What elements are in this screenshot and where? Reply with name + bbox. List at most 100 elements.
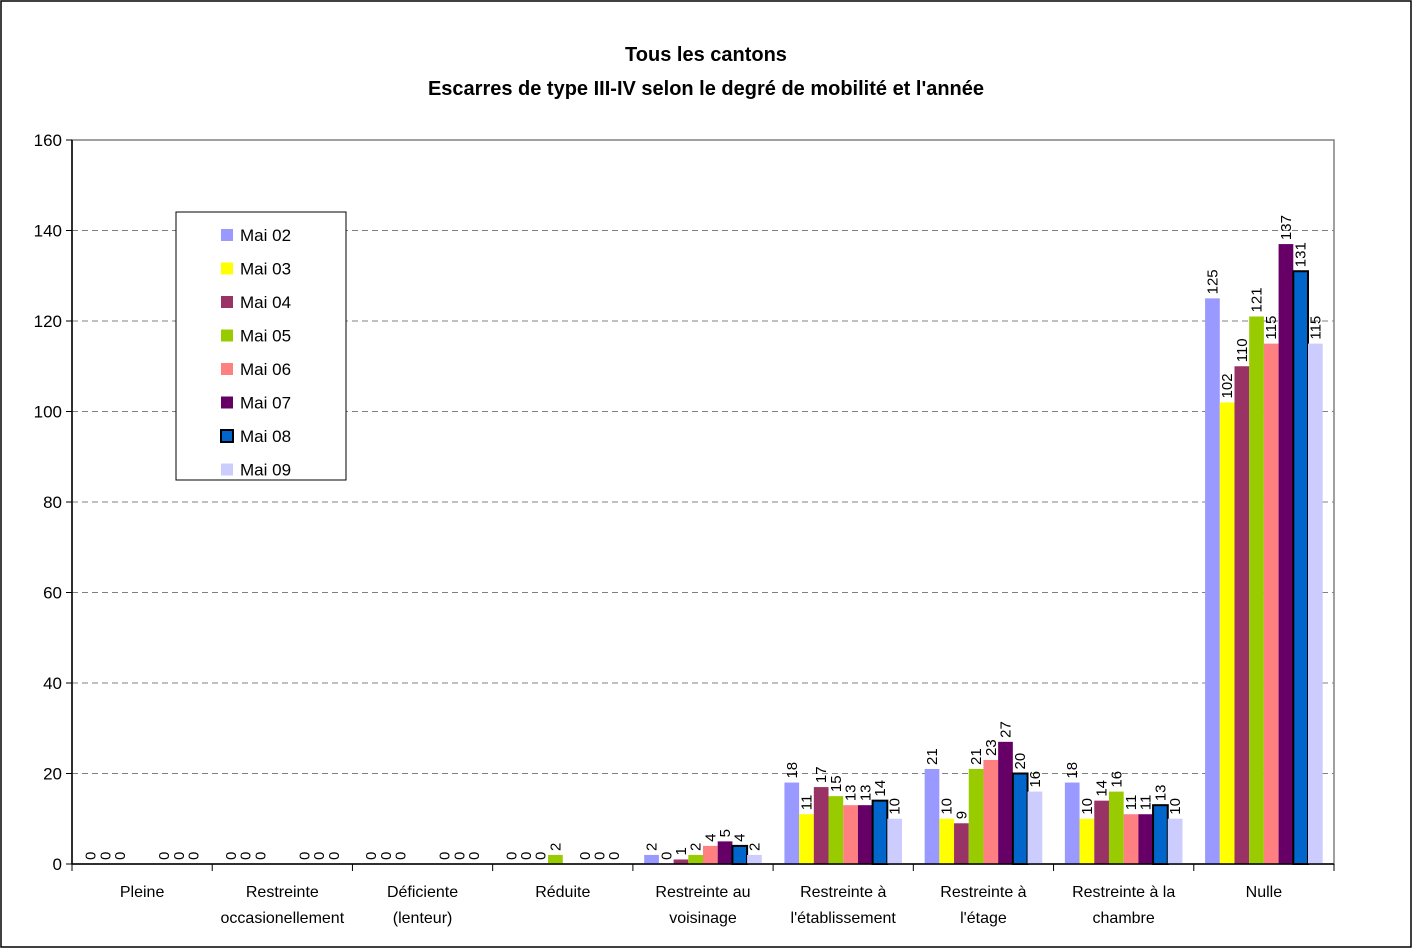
data-label: 0 [97,852,114,860]
legend-swatch [221,329,233,342]
data-label: 4 [702,834,719,842]
data-label: 115 [1307,316,1324,340]
data-label: 10 [939,798,956,815]
data-label: 0 [186,852,203,860]
chart-subtitle: Escarres de type III-IV selon le degré d… [428,78,984,100]
data-label: 15 [828,775,845,792]
data-label: 14 [1094,780,1111,797]
bar [924,768,940,864]
x-category-label: voisinage [669,910,737,927]
bar [703,845,718,864]
data-label: 11 [798,795,815,811]
bar [1123,814,1139,864]
data-label: 102 [1219,373,1236,398]
legend-swatch [220,429,234,443]
data-label: 10 [1079,798,1096,815]
x-category-label: Nulle [1246,884,1283,901]
data-label: 0 [326,852,343,860]
bar [644,854,659,864]
bar [1249,316,1264,865]
data-label: 10 [887,798,904,815]
data-label: 0 [393,852,410,860]
legend-swatch [221,363,233,375]
data-label: 137 [1278,215,1295,240]
bar [1205,298,1220,864]
data-label: 2 [746,843,763,851]
legend-box [175,211,347,481]
data-label: 0 [437,852,454,860]
bar [813,787,829,864]
x-category-label: l'étage [960,910,1007,927]
legend: Mai 02 Mai 03 Mai 04 Mai 05 Mai 06 Mai 07 Mai … [175,211,347,481]
bar [784,782,800,864]
bar [998,741,1013,864]
bar [1027,791,1043,864]
data-label: 0 [577,852,594,860]
data-label: 0 [252,852,269,860]
data-label: 2 [644,843,661,851]
y-tick-label: 100 [34,403,62,422]
bar [1292,270,1309,866]
x-category-label: Restreinte au [655,884,750,901]
bar [1138,814,1154,864]
bar [673,859,689,864]
legend-label: Mai 07 [240,394,291,413]
y-tick-label: 40 [43,674,62,693]
bar [1011,772,1029,865]
chart-title: Tous les cantons [625,44,787,66]
data-label: 131 [1293,242,1310,267]
data-label: 27 [997,721,1014,738]
data-label: 0 [171,852,188,860]
bar [828,796,844,864]
x-category-label: Réduite [535,884,590,901]
data-label: 16 [1027,771,1044,788]
data-label: 20 [1012,753,1029,770]
data-label: 0 [83,852,100,860]
bar [1152,804,1169,865]
bar [954,823,969,864]
data-label: 121 [1249,287,1266,312]
bar [717,841,733,864]
legend-label: Mai 05 [240,327,291,346]
x-category-label: Restreinte à [800,884,886,901]
bar [747,854,762,864]
legend-swatch [221,262,233,275]
legend-label: Mai 03 [240,260,291,279]
y-tick-label: 120 [34,312,62,331]
x-category-label: l'établissement [791,910,897,927]
legend-label: Mai 04 [240,293,291,312]
x-category-label: chambre [1093,910,1155,927]
x-category-label: Déficiente [387,884,458,901]
data-label: 0 [451,852,468,860]
data-label: 0 [112,852,129,860]
data-label: 21 [968,748,985,765]
data-label: 0 [533,852,550,860]
data-label: 5 [717,829,734,837]
data-label: 0 [592,852,609,860]
data-label: 14 [872,780,889,797]
data-label: 17 [813,766,830,783]
data-label: 0 [518,852,535,860]
legend-label: Mai 06 [240,360,291,379]
data-label: 0 [466,852,483,860]
data-label: 125 [1204,269,1221,294]
y-tick-label: 80 [43,493,62,512]
bar [857,805,873,864]
bar [887,818,903,864]
bar [1079,818,1095,864]
data-label: 2 [547,843,564,851]
legend-swatch [221,229,233,241]
x-category-label: occasionellement [221,910,345,927]
bar [939,818,955,864]
data-label: 18 [1064,762,1081,779]
bar [871,799,889,866]
data-label: 13 [857,784,874,801]
data-label: 18 [784,762,801,779]
bar [843,805,858,864]
data-label: 21 [924,748,941,765]
bar [1064,782,1080,864]
data-label: 4 [732,834,749,842]
bar [983,759,999,864]
